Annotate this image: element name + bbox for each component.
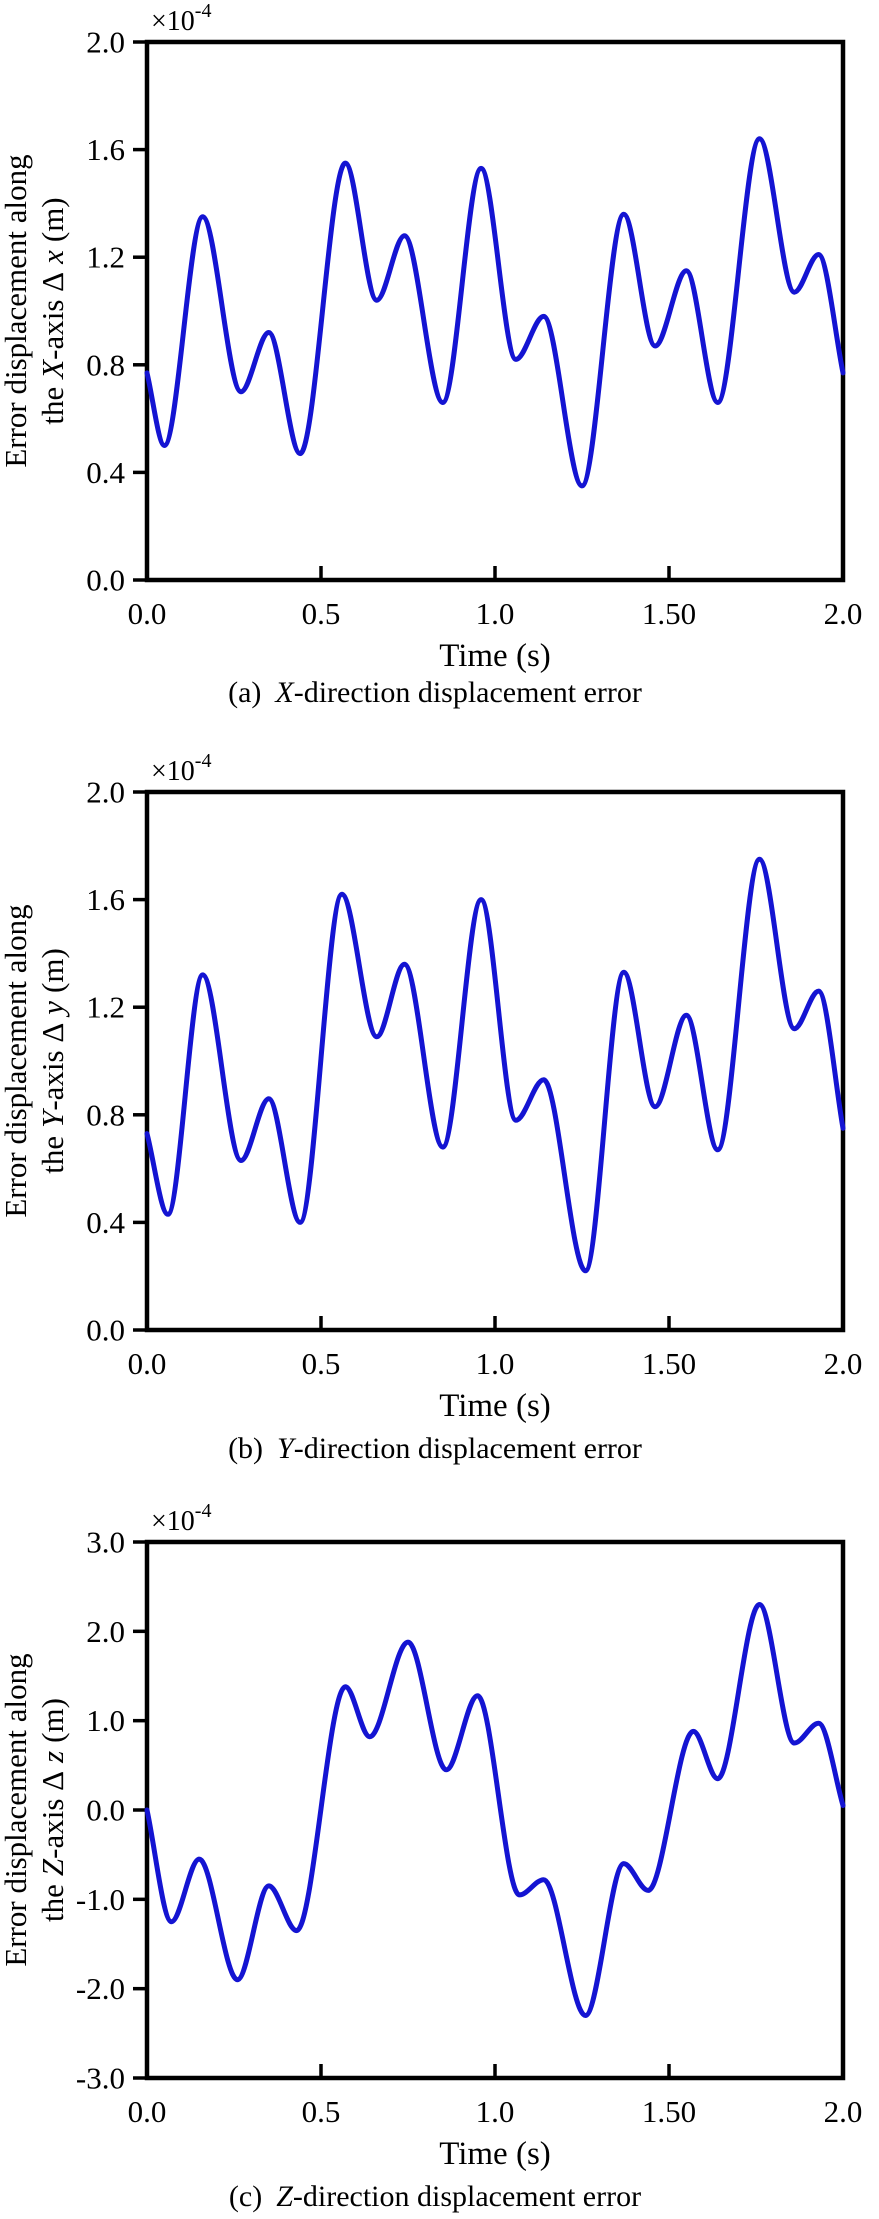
y-tick-label: 0.0	[86, 1793, 125, 1828]
y-tick-label: 1.6	[86, 132, 125, 167]
chart-c-ylabel-line2: theZ-axis Δz(m)	[35, 1698, 70, 1922]
x-tick-label: 0.0	[128, 2094, 167, 2129]
y-tick-label: 1.2	[86, 990, 125, 1025]
chart-a-xlabel: Time (s)	[439, 638, 551, 674]
y-tick-label: 1.6	[86, 882, 125, 917]
chart-c-axes: -3.0 -2.0 -1.0 0.0 1.0 2.0 3.0 0.0 0.5 1.0 1.50 2.0	[76, 1525, 862, 2130]
chart-b-exponent-label: ×10-4	[151, 750, 211, 787]
y-tick-label: 0.4	[86, 455, 125, 490]
y-tick-label: 2.0	[86, 775, 125, 810]
chart-c-ylabel-line1: Error displacement along	[0, 1653, 33, 1966]
x-tick-label: 1.0	[476, 596, 515, 631]
x-tick-label: 2.0	[824, 1346, 863, 1381]
chart-b-xlabel: Time (s)	[439, 1388, 551, 1424]
chart-a-ylabel-line2: theX-axis Δx(m)	[35, 197, 70, 424]
x-tick-label: 1.50	[642, 596, 696, 631]
x-tick-label: 0.0	[128, 596, 167, 631]
x-tick-label: 1.0	[476, 1346, 515, 1381]
y-tick-label: 0.8	[86, 347, 125, 382]
y-tick-label: 1.0	[86, 1703, 125, 1738]
chart-a-axes: 0.0 0.4 0.8 1.2 1.6 2.0 0.0 0.5 1.0 1.50 2.0	[86, 25, 862, 632]
y-tick-label: -1.0	[76, 1882, 125, 1917]
y-tick-label: -3.0	[76, 2061, 125, 2096]
x-tick-label: 2.0	[824, 596, 863, 631]
y-tick-label: 0.0	[86, 563, 125, 598]
y-tick-label: 1.2	[86, 240, 125, 275]
chart-c: -3.0 -2.0 -1.0 0.0 1.0 2.0 3.0 0.0 0.5 1.0 1.50 2.0…	[0, 1500, 862, 2213]
chart-b-ylabel-line2: theY-axis Δy(m)	[35, 948, 70, 1174]
y-tick-label: 0.0	[86, 1313, 125, 1348]
x-tick-label: 1.50	[642, 2094, 696, 2129]
x-tick-label: 0.0	[128, 1346, 167, 1381]
y-tick-label: 2.0	[86, 25, 125, 60]
chart-b: 0.0 0.4 0.8 1.2 1.6 2.0 0.0 0.5 1.0 1.50 2.0 ×10-4…	[0, 750, 862, 1465]
x-tick-label: 2.0	[824, 2094, 863, 2129]
chart-c-caption: (c) Z-direction displacement error	[229, 2180, 641, 2213]
y-tick-label: 3.0	[86, 1525, 125, 1560]
chart-b-axes: 0.0 0.4 0.8 1.2 1.6 2.0 0.0 0.5 1.0 1.50 2.0	[86, 775, 862, 1382]
x-tick-label: 1.50	[642, 1346, 696, 1381]
x-tick-label: 1.0	[476, 2094, 515, 2129]
x-tick-label: 0.5	[302, 596, 341, 631]
y-tick-label: -2.0	[76, 1971, 125, 2006]
chart-b-caption: (b) Y-direction displacement error	[228, 1432, 642, 1465]
chart-a-exponent-label: ×10-4	[151, 0, 211, 37]
chart-c-xlabel: Time (s)	[439, 2136, 551, 2172]
chart-c-exponent-label: ×10-4	[151, 1500, 211, 1537]
y-tick-label: 0.8	[86, 1097, 125, 1132]
chart-b-ylabel-line1: Error displacement along	[0, 904, 33, 1217]
y-tick-label: 0.4	[86, 1205, 125, 1240]
chart-c-curve	[144, 1602, 846, 2018]
chart-a: 0.0 0.4 0.8 1.2 1.6 2.0 0.0 0.5 1.0 1.50 2.0 ×10-4…	[0, 0, 862, 709]
x-tick-label: 0.5	[302, 2094, 341, 2129]
chart-a-caption: (a) X-direction displacement error	[228, 676, 642, 709]
chart-a-curve	[144, 136, 846, 489]
x-tick-label: 0.5	[302, 1346, 341, 1381]
chart-b-curve	[144, 856, 846, 1274]
y-tick-label: 2.0	[86, 1614, 125, 1649]
chart-a-ylabel-line1: Error displacement along	[0, 154, 33, 467]
